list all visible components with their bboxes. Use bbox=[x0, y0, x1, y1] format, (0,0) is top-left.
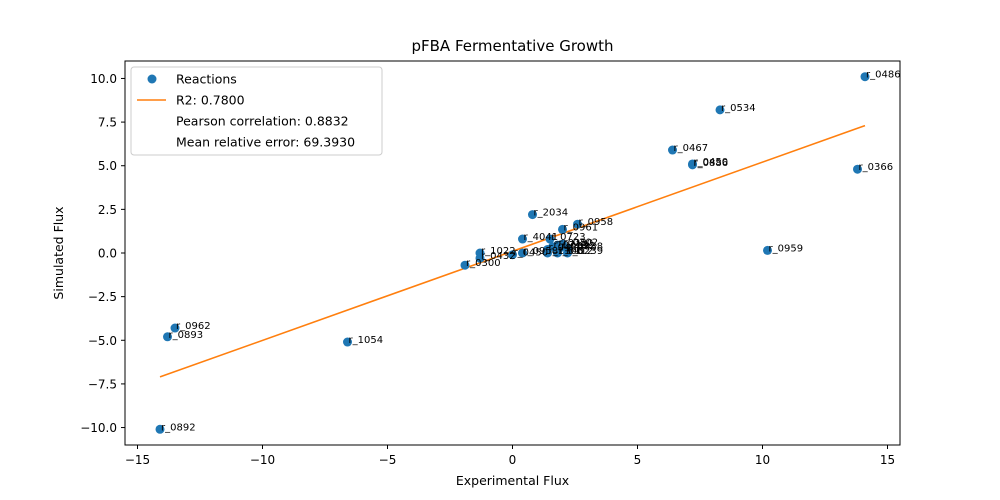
data-point bbox=[563, 248, 572, 258]
data-point bbox=[558, 224, 567, 234]
x-tick-label: 10 bbox=[755, 453, 770, 467]
y-tick-label: −7.5 bbox=[88, 377, 117, 391]
data-point-label: r_0893 bbox=[169, 330, 204, 341]
data-point bbox=[545, 234, 555, 244]
chart-title: pFBA Fermentative Growth bbox=[411, 37, 613, 55]
x-tick-label: −5 bbox=[379, 453, 397, 467]
data-point bbox=[853, 164, 862, 174]
x-tick-label: 5 bbox=[634, 453, 642, 467]
data-point-label: r_1106 bbox=[549, 246, 584, 257]
y-tick-label: 7.5 bbox=[98, 116, 117, 130]
data-point-label: r_0534 bbox=[721, 103, 756, 114]
data-point-label: r_0302 bbox=[564, 237, 599, 248]
data-point-label: r_0892 bbox=[561, 241, 596, 252]
data-point bbox=[573, 219, 582, 229]
data-point-label: r_0112 bbox=[559, 246, 594, 257]
data-point-label: r_0450 bbox=[549, 243, 584, 254]
data-point bbox=[155, 424, 165, 434]
data-point-label: r_0723 bbox=[551, 232, 586, 243]
y-tick-label: −10.0 bbox=[80, 421, 117, 435]
x-tick-label: 15 bbox=[880, 453, 895, 467]
legend-marker-reactions bbox=[147, 74, 157, 84]
data-point-label: r_0958 bbox=[579, 217, 614, 228]
data-point bbox=[163, 332, 172, 342]
data-point-label: r_0888 bbox=[569, 242, 604, 253]
legend: Reactions R2: 0.7800 Pearson correlation… bbox=[130, 66, 383, 156]
data-point-label: r_0300 bbox=[466, 258, 501, 269]
data-point bbox=[343, 337, 352, 347]
data-point-label: r_0366 bbox=[859, 162, 894, 173]
data-point-label: r_0713 bbox=[554, 240, 589, 251]
y-tick-label: 10.0 bbox=[90, 72, 117, 86]
data-point-label: r_0962 bbox=[176, 321, 211, 332]
y-tick-label: 0.0 bbox=[98, 247, 117, 261]
x-tick-label: 0 bbox=[509, 453, 517, 467]
data-point-label: r_0239 bbox=[569, 246, 604, 257]
data-point bbox=[518, 248, 527, 258]
data-point-label: r_0432 bbox=[481, 251, 516, 262]
data-point bbox=[763, 245, 772, 255]
legend-entry-mre: Mean relative error: 69.3930 bbox=[176, 135, 355, 150]
data-point-label: r_0280 bbox=[559, 238, 594, 249]
data-point bbox=[715, 105, 725, 115]
data-point bbox=[688, 160, 697, 170]
data-point-label: r_0886 bbox=[694, 158, 729, 169]
y-tick-label: −5.0 bbox=[88, 334, 117, 348]
data-point-label: r_1022 bbox=[481, 246, 516, 257]
data-point-label: r_4041 bbox=[524, 232, 559, 243]
data-point-label: r_0467 bbox=[674, 143, 709, 154]
data-point bbox=[860, 72, 870, 82]
data-point-label: r_0450 bbox=[694, 157, 729, 168]
data-point-label: r_0450 bbox=[514, 248, 549, 259]
x-axis-ticks: −15 −10 −5 0 5 10 15 bbox=[125, 445, 895, 467]
data-point bbox=[460, 260, 470, 270]
data-point-label: r_2034 bbox=[534, 208, 569, 219]
legend-entry-pearson: Pearson correlation: 0.8832 bbox=[176, 114, 349, 129]
data-point-label: r_0892 bbox=[161, 422, 196, 433]
points-layer bbox=[155, 72, 870, 434]
x-tick-label: −15 bbox=[125, 453, 150, 467]
y-axis-ticks: −10.0 −7.5 −5.0 −2.5 0.0 2.5 5.0 7.5 10.0 bbox=[80, 72, 125, 435]
data-point bbox=[553, 248, 562, 258]
y-tick-label: 5.0 bbox=[98, 159, 117, 173]
data-point bbox=[543, 248, 552, 258]
data-point-label: r_1054 bbox=[349, 335, 384, 346]
legend-entry-r2: R2: 0.7800 bbox=[176, 93, 245, 108]
x-tick-label: −10 bbox=[250, 453, 275, 467]
data-point bbox=[475, 253, 485, 263]
data-point bbox=[668, 145, 677, 155]
data-point-label: r_0961 bbox=[564, 222, 599, 233]
data-point bbox=[508, 250, 517, 260]
y-tick-label: −2.5 bbox=[88, 290, 117, 304]
y-tick-label: 2.5 bbox=[98, 203, 117, 217]
data-point-label: r_0959 bbox=[769, 243, 804, 254]
y-axis-title: Simulated Flux bbox=[51, 206, 66, 299]
legend-entry-reactions: Reactions bbox=[176, 72, 237, 87]
legend-box bbox=[130, 66, 383, 156]
data-point bbox=[170, 323, 180, 333]
data-point-label: r_0958 bbox=[524, 246, 559, 257]
x-axis-title: Experimental Flux bbox=[456, 473, 569, 488]
data-point bbox=[528, 210, 537, 220]
data-point bbox=[518, 234, 527, 244]
data-point-label: r_0486 bbox=[866, 70, 901, 81]
